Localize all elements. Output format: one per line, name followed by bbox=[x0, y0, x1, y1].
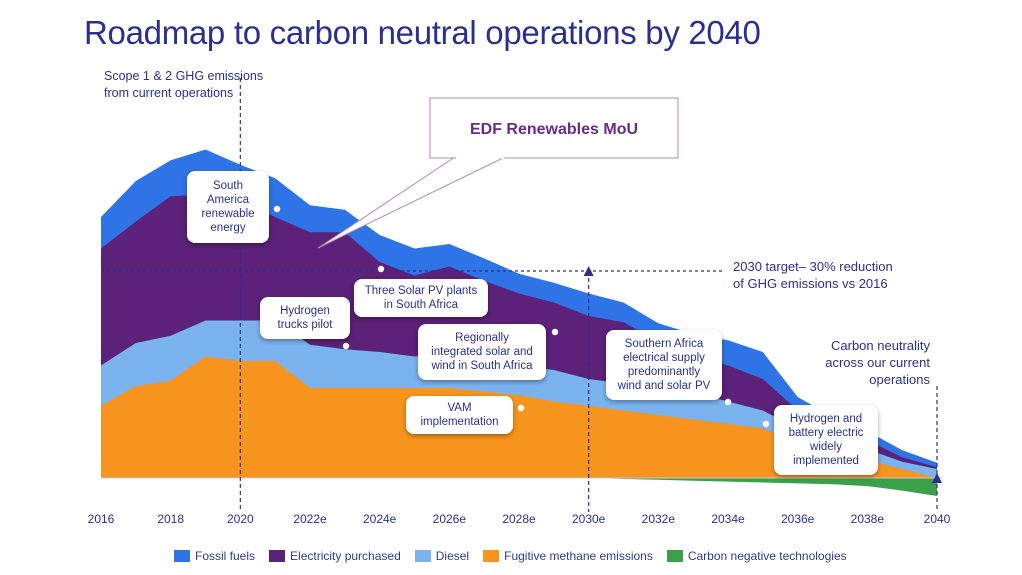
x-tick-label: 2018 bbox=[157, 512, 184, 526]
milestone-callout: Hydrogen trucks pilot bbox=[260, 297, 350, 339]
x-tick-label: 2032e bbox=[642, 512, 676, 526]
milestone-text: Southern Africa electrical supply predomin… bbox=[617, 338, 711, 392]
legend-swatch bbox=[174, 550, 190, 562]
legend-swatch bbox=[414, 550, 431, 562]
x-tick-label: 2022e bbox=[293, 512, 327, 526]
target-2030-arrow bbox=[583, 266, 594, 276]
milestone-dot bbox=[762, 420, 770, 428]
milestone-dot bbox=[377, 265, 385, 273]
mou-label: EDF Renewables MoU bbox=[470, 121, 638, 138]
milestone-dot bbox=[273, 205, 281, 213]
milestone-text: VAM implementation bbox=[420, 402, 499, 428]
milestone-callout: VAM implementation bbox=[406, 396, 513, 434]
chart-title: Roadmap to carbon neutral operations by … bbox=[84, 14, 761, 51]
legend-label: Carbon negative technologies bbox=[687, 549, 847, 563]
area-carbon-negative-technologies bbox=[101, 478, 937, 496]
legend-item: Electricity purchased bbox=[269, 549, 401, 563]
x-tick-label: 2030e bbox=[572, 512, 606, 526]
x-tick-label: 2040 bbox=[924, 512, 951, 526]
chart-legend: Fossil fuels Electricity purchased Diesel F… bbox=[174, 545, 861, 567]
milestone-text: Hydrogen and battery electric widely implem… bbox=[788, 413, 864, 467]
legend-label: Diesel bbox=[435, 549, 470, 563]
milestone-dot bbox=[517, 404, 525, 412]
area-fugitive-methane-emissions bbox=[101, 356, 937, 478]
x-tick-label: 2036e bbox=[781, 512, 815, 526]
legend-swatch bbox=[666, 550, 683, 562]
x-tick-label: 2016 bbox=[88, 512, 115, 526]
y-axis-label: Scope 1 & 2 GHG emissions from current op… bbox=[104, 69, 263, 100]
legend-item: Carbon negative technologies bbox=[666, 549, 847, 563]
x-tick-label: 2038e bbox=[851, 512, 885, 526]
legend-label: Fossil fuels bbox=[195, 549, 256, 563]
x-tick-label: 2024e bbox=[363, 512, 397, 526]
milestone-dot bbox=[724, 398, 732, 406]
x-tick-label: 2026e bbox=[433, 512, 467, 526]
milestone-callout: Hydrogen and battery electric widely implem… bbox=[774, 405, 878, 475]
x-tick-label: 2020 bbox=[227, 512, 254, 526]
milestone-callout: South America renewable energy bbox=[187, 171, 269, 243]
milestone-text: Regionally integrated solar and wind in So… bbox=[431, 332, 533, 372]
mou-pointer bbox=[317, 156, 506, 249]
legend-swatch bbox=[269, 550, 286, 562]
target-2040-arrow bbox=[932, 473, 942, 483]
milestone-text: South America renewable energy bbox=[201, 180, 255, 234]
milestone-dot bbox=[342, 342, 350, 350]
carbon-neutral-label: Carbon neutrality across our current opera… bbox=[825, 338, 930, 387]
x-tick-label: 2034e bbox=[711, 512, 745, 526]
milestone-callout: Three Solar PV plants in South Africa bbox=[354, 279, 488, 317]
milestone-callout: Regionally integrated solar and wind in So… bbox=[418, 324, 546, 380]
legend-item: Fossil fuels bbox=[174, 549, 255, 563]
x-tick-label: 2028e bbox=[502, 512, 536, 526]
legend-label: Electricity purchased bbox=[290, 549, 401, 563]
target-2030-label: 2030 target– 30% reduction of GHG emissio… bbox=[733, 259, 893, 291]
milestone-dot bbox=[551, 328, 559, 336]
milestone-callout: Southern Africa electrical supply predomin… bbox=[606, 330, 722, 400]
milestone-text: Hydrogen trucks pilot bbox=[277, 305, 333, 331]
legend-item: Diesel bbox=[414, 549, 470, 563]
mou-box bbox=[429, 97, 679, 159]
legend-swatch bbox=[483, 550, 500, 562]
legend-label: Fugitive methane emissions bbox=[504, 549, 653, 563]
legend-item: Fugitive methane emissions bbox=[483, 549, 653, 563]
milestone-text: Three Solar PV plants in South Africa bbox=[364, 285, 478, 311]
